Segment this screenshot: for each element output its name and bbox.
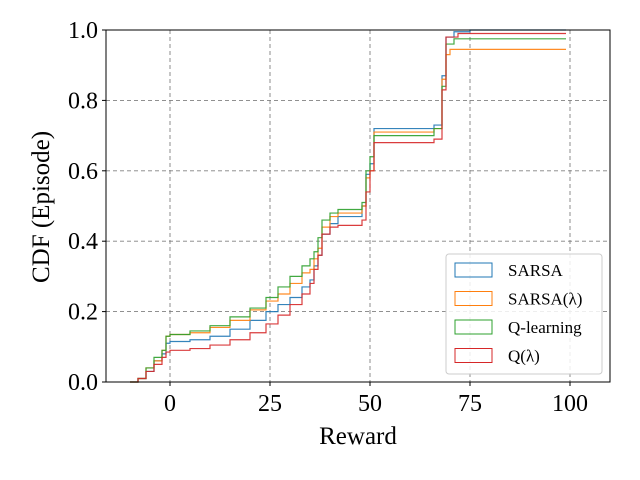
x-tick-label: 100 [552, 391, 588, 417]
legend-label: SARSA(λ) [508, 290, 582, 309]
plot-frame [105, 29, 611, 383]
legend-swatch [454, 291, 493, 306]
y-tick-label: 0.8 [68, 88, 98, 114]
y-axis-label: CDF (Episode) [28, 131, 55, 283]
legend-label: Q(λ) [508, 347, 540, 366]
x-tick-label: 50 [358, 391, 382, 417]
legend-label: SARSA [508, 261, 564, 280]
series-line-2 [130, 38, 566, 383]
legend-swatch [454, 319, 493, 335]
x-tick-label: 0 [164, 391, 176, 417]
grid [106, 29, 610, 383]
y-tick-label: 0.4 [68, 229, 98, 255]
legend-swatch [454, 262, 493, 278]
y-tick-label: 1.0 [68, 18, 98, 44]
series-group [130, 29, 566, 383]
y-tick-label: 0.2 [68, 300, 98, 326]
legend-swatch [454, 348, 493, 363]
legend: SARSA SARSA(λ) Q-learning Q(λ) [445, 253, 603, 375]
y-tick-label: 0.0 [68, 370, 98, 396]
x-tick-label: 25 [258, 391, 282, 417]
y-tick-label: 0.6 [68, 159, 98, 185]
series-line-3 [130, 32, 566, 383]
legend-label: Q-learning [508, 318, 582, 337]
x-tick-label: 75 [458, 391, 482, 417]
x-axis-label: Reward [319, 423, 397, 450]
ticks: 0 25 50 75 100 0.0 0.2 0.4 0.6 0.8 1.0 [68, 18, 588, 417]
legend-box [445, 253, 603, 375]
